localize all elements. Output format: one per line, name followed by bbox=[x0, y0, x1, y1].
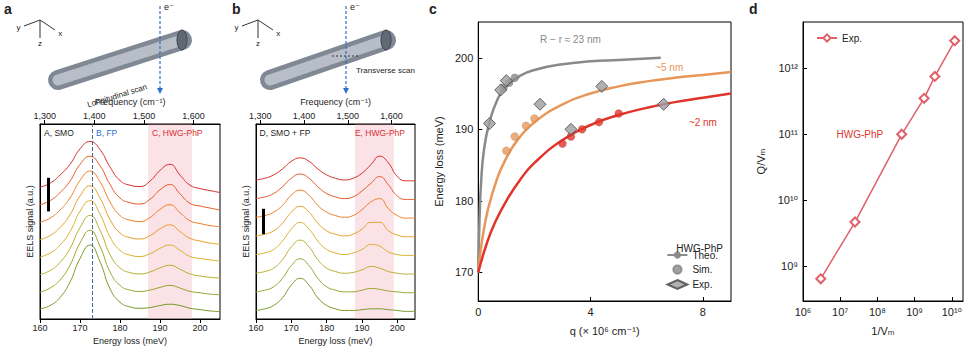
svg-text:d: d bbox=[749, 1, 758, 17]
svg-text:b: b bbox=[232, 1, 241, 17]
svg-text:180: 180 bbox=[112, 323, 127, 333]
svg-text:~2 nm: ~2 nm bbox=[689, 117, 717, 128]
svg-text:EELS signal (a.u.): EELS signal (a.u.) bbox=[25, 185, 35, 258]
svg-text:y: y bbox=[16, 23, 20, 32]
svg-text:z: z bbox=[256, 39, 260, 48]
svg-text:180: 180 bbox=[319, 323, 334, 333]
svg-text:190: 190 bbox=[152, 323, 167, 333]
svg-text:1,400: 1,400 bbox=[293, 111, 316, 121]
svg-text:Energy loss (meV): Energy loss (meV) bbox=[433, 116, 445, 206]
svg-text:10¹¹: 10¹¹ bbox=[778, 128, 798, 140]
svg-text:E, HWG-PhP: E, HWG-PhP bbox=[355, 128, 405, 138]
svg-text:200: 200 bbox=[455, 52, 473, 64]
svg-text:10¹⁰: 10¹⁰ bbox=[778, 194, 799, 206]
svg-text:Q/Vₘ: Q/Vₘ bbox=[755, 148, 767, 174]
svg-text:Frequency (cm⁻¹): Frequency (cm⁻¹) bbox=[300, 97, 371, 107]
svg-text:160: 160 bbox=[248, 323, 263, 333]
svg-text:10⁶: 10⁶ bbox=[795, 306, 812, 318]
svg-text:Energy loss (meV): Energy loss (meV) bbox=[298, 336, 372, 346]
svg-text:z: z bbox=[38, 39, 42, 48]
svg-text:1,600: 1,600 bbox=[380, 111, 403, 121]
svg-text:1,300: 1,300 bbox=[33, 111, 56, 121]
svg-text:10¹²: 10¹² bbox=[778, 62, 798, 74]
svg-text:10⁷: 10⁷ bbox=[832, 306, 848, 318]
svg-text:Energy loss (meV): Energy loss (meV) bbox=[93, 336, 167, 346]
svg-text:y: y bbox=[234, 23, 238, 32]
svg-text:1,600: 1,600 bbox=[182, 111, 205, 121]
svg-text:1,500: 1,500 bbox=[133, 111, 156, 121]
svg-text:200: 200 bbox=[192, 323, 207, 333]
svg-text:160: 160 bbox=[32, 323, 47, 333]
svg-text:c: c bbox=[429, 1, 437, 17]
svg-text:e⁻: e⁻ bbox=[164, 2, 174, 12]
svg-text:C, HWG-PhP: C, HWG-PhP bbox=[152, 128, 203, 138]
svg-text:x: x bbox=[276, 29, 280, 38]
svg-text:Exp.: Exp. bbox=[842, 33, 862, 44]
svg-text:1,300: 1,300 bbox=[249, 111, 272, 121]
svg-text:4: 4 bbox=[588, 306, 594, 318]
svg-text:10⁹: 10⁹ bbox=[781, 260, 798, 272]
svg-text:170: 170 bbox=[455, 266, 473, 278]
svg-text:10¹⁰: 10¹⁰ bbox=[942, 306, 963, 318]
svg-text:~5 nm: ~5 nm bbox=[655, 62, 683, 73]
svg-text:170: 170 bbox=[72, 323, 87, 333]
svg-text:8: 8 bbox=[700, 306, 706, 318]
svg-text:10⁸: 10⁸ bbox=[869, 306, 886, 318]
svg-text:HWG-PhP: HWG-PhP bbox=[837, 129, 884, 140]
svg-text:Longitudinal scan: Longitudinal scan bbox=[86, 82, 148, 109]
svg-text:R − r ≈ 23 nm: R − r ≈ 23 nm bbox=[540, 34, 601, 45]
svg-text:Sim.: Sim. bbox=[692, 264, 712, 275]
svg-text:1,400: 1,400 bbox=[83, 111, 106, 121]
svg-text:170: 170 bbox=[284, 323, 299, 333]
svg-text:EELS signal (a.u.): EELS signal (a.u.) bbox=[241, 185, 251, 258]
svg-text:Frequency (cm⁻¹): Frequency (cm⁻¹) bbox=[94, 96, 166, 107]
svg-text:200: 200 bbox=[390, 323, 405, 333]
svg-text:Exp.: Exp. bbox=[692, 279, 712, 290]
svg-text:Theo.: Theo. bbox=[692, 249, 718, 261]
svg-text:0: 0 bbox=[475, 306, 481, 318]
svg-text:10⁹: 10⁹ bbox=[906, 306, 923, 318]
svg-text:D, SMO + FP: D, SMO + FP bbox=[260, 128, 311, 138]
svg-text:a: a bbox=[4, 1, 12, 17]
svg-text:190: 190 bbox=[354, 323, 369, 333]
svg-text:B, FP: B, FP bbox=[96, 128, 118, 138]
svg-text:1/Vₘ: 1/Vₘ bbox=[871, 325, 895, 337]
svg-text:Transverse scan: Transverse scan bbox=[356, 66, 415, 75]
svg-text:x: x bbox=[58, 29, 62, 38]
svg-text:e⁻: e⁻ bbox=[350, 2, 360, 12]
svg-text:1,500: 1,500 bbox=[337, 111, 360, 121]
svg-text:HWG-PhP: HWG-PhP bbox=[676, 243, 723, 254]
svg-text:A, SMO: A, SMO bbox=[44, 128, 74, 138]
svg-text:190: 190 bbox=[455, 123, 473, 135]
svg-text:q (× 10⁶ cm⁻¹): q (× 10⁶ cm⁻¹) bbox=[570, 325, 640, 337]
svg-text:180: 180 bbox=[455, 195, 473, 207]
